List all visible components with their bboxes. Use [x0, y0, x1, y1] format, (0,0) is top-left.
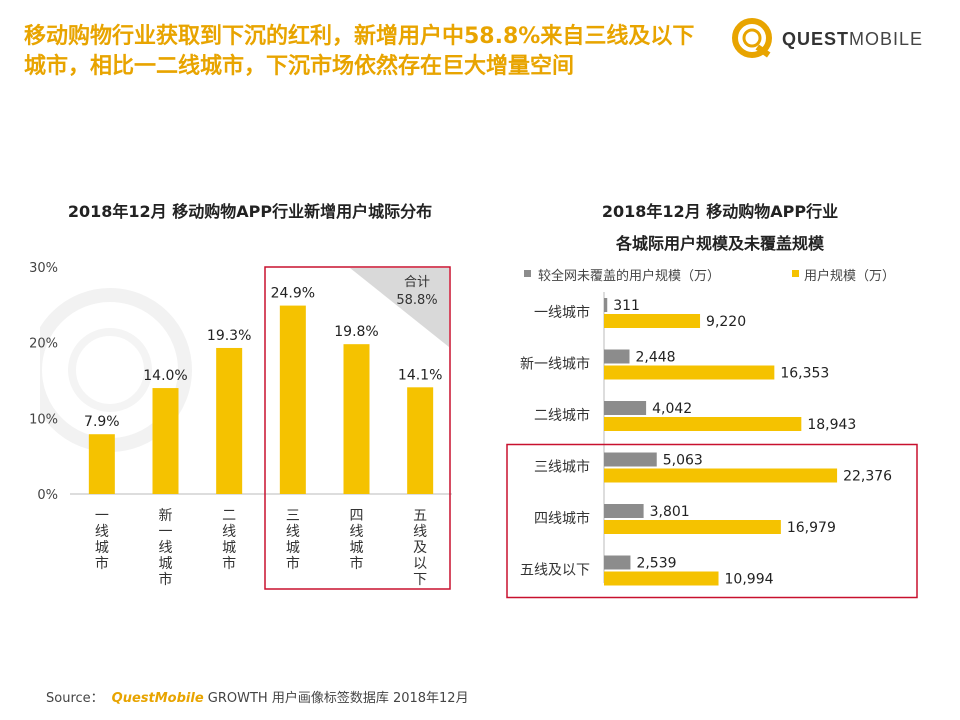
- x-tick-label-char: 线: [413, 524, 427, 540]
- data-label: 7.9%: [84, 414, 120, 430]
- legend-swatch-gray: [524, 270, 531, 277]
- source-label: Source：: [46, 691, 104, 706]
- data-label: 24.9%: [271, 286, 315, 302]
- x-tick-label-char: 二: [222, 508, 236, 524]
- data-label-uncovered: 311: [613, 298, 640, 314]
- data-label: 19.8%: [334, 324, 378, 340]
- watermark: [40, 288, 192, 452]
- right-chart-title-line2: 各城际用户规模及未覆盖规模: [615, 234, 824, 253]
- x-tick-label-char: 城: [95, 540, 109, 556]
- bar-users: [604, 417, 802, 431]
- bar-uncovered: [604, 555, 631, 570]
- x-tick-label-char: 城: [159, 556, 173, 572]
- bar: [216, 347, 243, 494]
- x-tick-label-char: 新: [159, 508, 173, 524]
- questmobile-logo-text: QUESTMOBILE: [782, 29, 924, 49]
- x-tick-label-char: 线: [159, 540, 173, 556]
- annotation-label: 合计: [404, 275, 430, 290]
- y-tick-label: 新一线城市: [520, 356, 590, 373]
- bar-users: [604, 468, 838, 483]
- bar-uncovered: [604, 349, 630, 364]
- highlight-box: [264, 266, 451, 590]
- y-tick-label: 20%: [29, 337, 58, 352]
- y-tick-label: 四线城市: [534, 510, 590, 527]
- left-chart-title: 2018年12月 移动购物APP行业新增用户城际分布: [67, 202, 433, 221]
- y-tick-label: 五线及以下: [520, 563, 590, 579]
- page-headline: 移动购物行业获取到下沉的红利，新增用户中58.8%来自三线及以下城市，相比一二线…: [24, 24, 695, 79]
- y-tick-label: 三线城市: [534, 459, 590, 476]
- data-label-uncovered: 5,063: [663, 453, 703, 469]
- data-label-users: 16,979: [787, 520, 836, 536]
- y-tick-label: 30%: [29, 261, 58, 276]
- bar: [343, 344, 370, 494]
- data-label-users: 18,943: [807, 417, 856, 433]
- data-label: 19.3%: [207, 328, 251, 344]
- x-tick-label-char: 市: [350, 555, 364, 572]
- x-tick-label-char: 城: [286, 540, 300, 556]
- x-tick-label-char: 城: [350, 540, 364, 556]
- bar-users: [604, 571, 719, 586]
- y-tick-label: 10%: [29, 412, 58, 427]
- data-label-uncovered: 4,042: [652, 401, 692, 417]
- bar-uncovered: [604, 452, 657, 467]
- x-tick-label-char: 线: [286, 524, 300, 540]
- bar-uncovered: [604, 504, 644, 518]
- bar-uncovered: [604, 298, 608, 312]
- bar-uncovered: [604, 401, 647, 415]
- data-label: 14.1%: [398, 367, 442, 383]
- bar: [279, 305, 306, 494]
- bar: [88, 434, 115, 494]
- x-tick-label-char: 市: [159, 571, 173, 588]
- annotation-value: 58.8%: [396, 293, 437, 308]
- data-label-uncovered: 2,448: [636, 350, 676, 366]
- x-tick-label-char: 线: [350, 524, 364, 540]
- x-tick-label-char: 市: [222, 555, 236, 572]
- x-tick-label-char: 五: [413, 508, 427, 524]
- x-tick-label-char: 下: [413, 572, 427, 588]
- x-tick-label-char: 市: [286, 555, 300, 572]
- data-label-uncovered: 3,801: [650, 504, 690, 520]
- y-tick-label: 二线城市: [534, 407, 590, 424]
- data-label-users: 9,220: [706, 314, 746, 330]
- bar-users: [604, 520, 781, 534]
- questmobile-logo-icon: [732, 18, 772, 58]
- x-tick-label-char: 一: [159, 524, 173, 540]
- legend-label: 较全网未覆盖的用户规模（万）: [538, 268, 720, 284]
- bar-users: [604, 314, 701, 328]
- legend-swatch-yellow: [792, 270, 799, 277]
- x-tick-label-char: 四: [350, 508, 364, 524]
- data-label-users: 16,353: [780, 366, 829, 382]
- y-tick-label: 一线城市: [534, 304, 590, 321]
- bar-users: [604, 365, 775, 380]
- highlight-box: [506, 443, 918, 599]
- bar: [407, 387, 434, 494]
- bar: [152, 388, 179, 494]
- legend-label: 用户规模（万）: [804, 268, 895, 284]
- y-tick-label: 0%: [37, 488, 58, 503]
- source-text: GROWTH 用户画像标签数据库 2018年12月: [207, 691, 469, 706]
- x-tick-label-char: 以: [413, 556, 427, 572]
- annotation-corner: [350, 268, 449, 347]
- data-label-uncovered: 2,539: [636, 556, 676, 572]
- data-label-users: 22,376: [843, 469, 892, 485]
- source-brand: QuestMobile: [111, 691, 204, 706]
- x-tick-label-char: 线: [222, 524, 236, 540]
- x-tick-label-char: 三: [286, 508, 300, 524]
- data-label-users: 10,994: [725, 572, 774, 588]
- x-tick-label-char: 城: [222, 540, 236, 556]
- x-tick-label-char: 市: [95, 555, 109, 572]
- questmobile-logo: QUESTMOBILE: [730, 14, 930, 64]
- x-tick-label-char: 线: [95, 524, 109, 540]
- source-note: Source： QuestMobile GROWTH 用户画像标签数据库 2018…: [46, 687, 469, 706]
- x-tick-label-char: 一: [95, 508, 109, 524]
- x-tick-label-char: 及: [413, 540, 427, 556]
- right-chart-title-line1: 2018年12月 移动购物APP行业: [601, 202, 839, 221]
- data-label: 14.0%: [143, 368, 187, 384]
